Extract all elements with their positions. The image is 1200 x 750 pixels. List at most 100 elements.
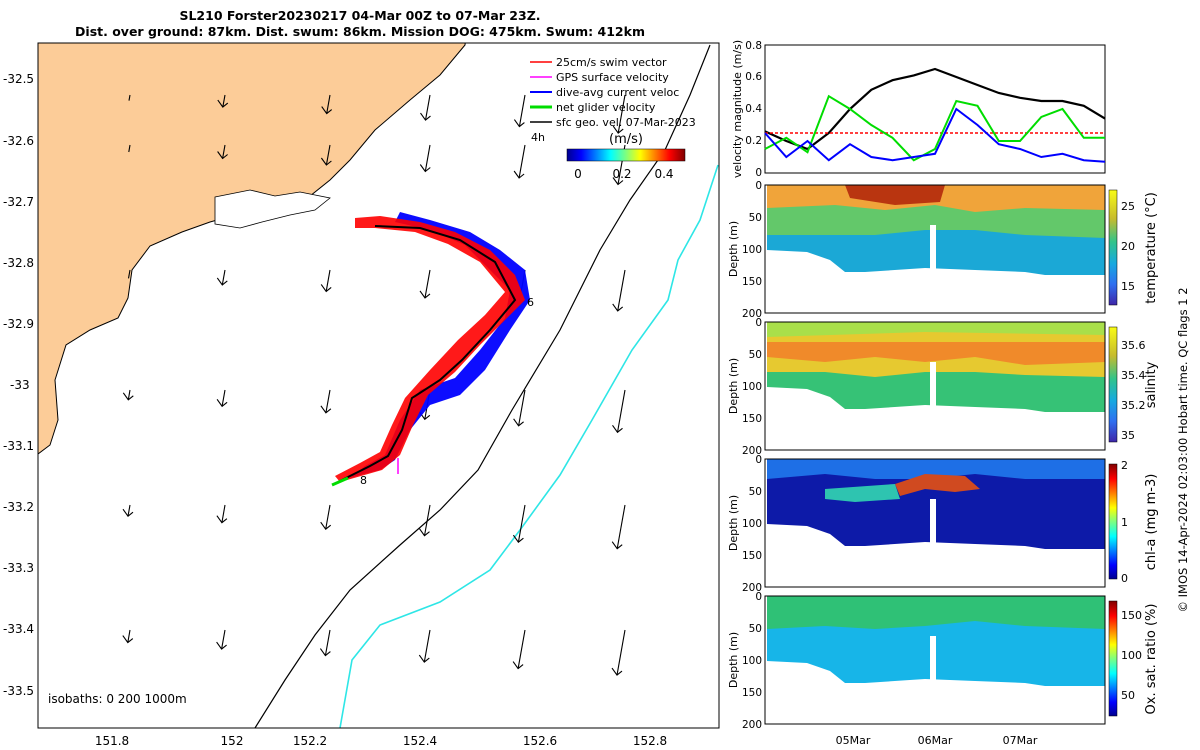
- velocity-series-line: [764, 107, 1106, 163]
- salinity-high-layer: [767, 342, 1105, 365]
- geo-arrow-head: [122, 508, 134, 517]
- geo-arrow-head: [513, 119, 525, 128]
- vel-y-tick: 0.8: [745, 40, 762, 52]
- land-mass: [38, 43, 466, 455]
- credit-line: © IMOS 14-Apr-2024 02:03:00 Hobart time.…: [1176, 287, 1190, 612]
- geo-arrow-shaft: [518, 94, 526, 127]
- geo-arrow-shaft: [424, 94, 431, 121]
- geo-arrow-shaft: [325, 504, 331, 530]
- depth-tick: 150: [742, 687, 762, 699]
- lon-tick: 152: [221, 734, 244, 748]
- depth-tick: 50: [749, 349, 762, 361]
- velocity-series-line: [764, 67, 1106, 151]
- geo-arrow-shaft: [325, 144, 331, 166]
- vel-y-tick: 0.2: [745, 135, 762, 147]
- salinity-cb-tick: 35: [1121, 429, 1135, 442]
- colorbar-gradient: [566, 148, 686, 162]
- lat-tick: -32.7: [3, 195, 34, 209]
- geo-arrow-head: [611, 541, 623, 550]
- depth-tick: 50: [749, 486, 762, 498]
- salinity-data-gap: [930, 362, 936, 412]
- lat-tick: -33.5: [3, 684, 34, 698]
- oxygen-colorbar: [1108, 600, 1118, 717]
- temperature-panel: 25 20 15 temperature (°C): [764, 184, 1159, 314]
- oxygen-surface-layer: [767, 596, 1105, 629]
- lat-tick: -33.4: [3, 622, 34, 636]
- vel-y-tick: 0.6: [745, 71, 762, 83]
- title-line-2: Dist. over ground: 87km. Dist. swum: 86k…: [75, 24, 645, 39]
- geo-arrow-shaft: [221, 629, 226, 650]
- geo-arrow-shaft: [424, 144, 431, 172]
- chla-cb-tick: 2: [1121, 459, 1128, 472]
- chla-data-gap: [930, 499, 936, 549]
- map-content: [38, 43, 719, 728]
- depth-axis-label: Depth (m): [727, 632, 740, 688]
- geo-arrow-head: [216, 398, 228, 408]
- lat-tick: -33.2: [3, 500, 34, 514]
- lon-tick: 152.8: [633, 734, 667, 748]
- oxygen-panel: 150 100 50 Ox. sat. ratio (%): [764, 595, 1159, 725]
- temperature-cb-tick: 25: [1121, 200, 1135, 213]
- geo-arrow-head: [612, 125, 624, 134]
- geo-arrow-shaft: [518, 144, 526, 179]
- depth-tick: 50: [749, 623, 762, 635]
- chla-axes-frame: [764, 458, 1106, 588]
- depth-tick: 0: [755, 454, 762, 466]
- colorbar-tick: 0.4: [654, 167, 673, 181]
- oxygen-cb-tick: 100: [1121, 649, 1142, 662]
- isobaths-label: isobaths: 0 200 1000m: [48, 692, 187, 706]
- oxygen-cb-label: Ox. sat. ratio (%): [1144, 604, 1159, 715]
- legend-label-gps: GPS surface velocity: [556, 71, 669, 84]
- geo-arrow-shaft: [326, 94, 331, 114]
- geo-arrow-shaft: [221, 504, 226, 523]
- geo-arrow-shaft: [617, 269, 626, 311]
- oxygen-axes-frame: [764, 595, 1106, 725]
- depth-tick: 150: [742, 276, 762, 288]
- lat-tick: -33: [10, 378, 30, 392]
- lon-tick: 152.6: [523, 734, 557, 748]
- temperature-cb-tick: 15: [1121, 280, 1135, 293]
- chla-surface-layer: [767, 459, 1105, 479]
- net-glider-velocity: [331, 476, 349, 487]
- depth-tick: 50: [749, 212, 762, 224]
- geo-arrow-head: [320, 521, 332, 530]
- time-label: 8: [360, 474, 367, 487]
- depth-tick: 200: [742, 582, 762, 594]
- glider-track: [337, 225, 517, 483]
- isobath-1000: [339, 164, 719, 728]
- geo-arrow-shaft: [616, 389, 626, 433]
- time-tick: 07Mar: [1003, 734, 1038, 747]
- depth-tick: 0: [755, 591, 762, 603]
- geo-arrow-shaft: [423, 629, 431, 663]
- time-tick: 05Mar: [836, 734, 871, 747]
- vel-y-tick: 0.4: [745, 103, 762, 115]
- dive-avg-current-band: [350, 212, 530, 478]
- geo-arrow-shaft: [423, 504, 431, 536]
- geo-arrow-head: [122, 635, 134, 644]
- geo-arrow-head: [216, 515, 228, 524]
- geo-arrow-shaft: [324, 629, 331, 656]
- lat-tick: -32.6: [3, 134, 34, 148]
- geo-arrow-head: [320, 284, 332, 293]
- geo-arrow-head: [419, 290, 431, 299]
- temperature-data-gap: [930, 225, 936, 275]
- salinity-colorbar: [1108, 326, 1118, 443]
- geo-arrow-head: [512, 534, 524, 543]
- lon-tick: 152.4: [403, 734, 437, 748]
- depth-axis-label: Depth (m): [727, 358, 740, 414]
- lat-tick: -32.5: [3, 72, 34, 86]
- lat-tick: -33.1: [3, 439, 34, 453]
- time-label: 4h: [531, 131, 545, 144]
- map-time-labels: 4h 6 8: [360, 131, 545, 487]
- depth-axis-ticks: 0 50 100 150 200 Depth (m) 0 50 100 150 200 Depth (…: [727, 180, 762, 731]
- legend-label-swim: 25cm/s swim vector: [556, 56, 667, 69]
- lat-tick: -33.3: [3, 561, 34, 575]
- depth-tick: 100: [742, 381, 762, 393]
- depth-tick: 200: [742, 445, 762, 457]
- chla-panel: 2 1 0 chl-a (mg m-3): [764, 458, 1159, 588]
- depth-tick: 100: [742, 518, 762, 530]
- velocity-ylabel: velocity magnitude (m/s): [731, 40, 744, 178]
- geo-arrow-shaft: [128, 94, 131, 101]
- geo-arrow-head: [612, 424, 623, 434]
- geo-arrow-shaft: [424, 269, 431, 298]
